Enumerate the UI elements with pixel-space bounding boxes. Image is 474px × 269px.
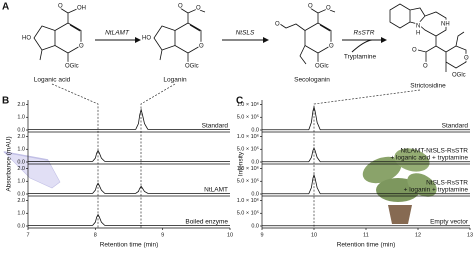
- y-tick-label: 2.0: [17, 134, 25, 140]
- atom: O: [464, 56, 469, 62]
- atom: OH: [77, 6, 86, 12]
- atom: O: [196, 6, 201, 12]
- atom: OGlc: [185, 64, 199, 70]
- y-tick-label: 0.0: [17, 191, 25, 197]
- y-tick-label: 5.0 × 10⁵: [237, 178, 259, 185]
- atom: O: [329, 44, 334, 50]
- compound-name: Secologanin: [294, 77, 330, 84]
- atom: O: [275, 22, 280, 28]
- atom: O: [58, 4, 63, 10]
- panel-label: C: [236, 96, 243, 107]
- y-tick-label: 2.0: [17, 198, 25, 204]
- y-tick-label: 1.0: [17, 211, 25, 217]
- trace-label: + loganic acid + tryptamine: [390, 155, 468, 162]
- trace-label: NtLAMT-NtSLS-RsSTR: [400, 148, 468, 155]
- atom: NH: [441, 22, 450, 28]
- atom: HO: [142, 36, 151, 42]
- compound-name: Strictosidine: [410, 83, 446, 90]
- y-tick-label: 0.0: [17, 127, 25, 133]
- guide-line: [140, 83, 176, 228]
- y-tick-label: 5.0 × 10⁵: [237, 114, 259, 121]
- trace-label: Empty vector: [430, 219, 469, 226]
- y-axis-label: Intensity: [238, 151, 245, 176]
- y-tick-label: 0.0: [251, 127, 259, 133]
- trace: [28, 149, 230, 162]
- atom: O: [423, 64, 428, 70]
- y-axis-label: Absorbance (mAU): [6, 136, 13, 191]
- enzyme-label: RsSTR: [354, 30, 375, 37]
- y-tick-label: 0.0: [251, 223, 259, 229]
- trace-label: Standard: [202, 123, 229, 130]
- atom: OGlc: [315, 64, 329, 70]
- enzyme-label: NtSLS: [236, 30, 255, 37]
- y-tick-label: 1.0 × 10⁶: [237, 197, 259, 204]
- x-axis-label: Retention time (min): [100, 242, 159, 249]
- trace: [262, 146, 470, 163]
- y-tick-label: 2.0: [17, 102, 25, 108]
- trace-label: Standard: [442, 123, 469, 130]
- atom: O: [326, 6, 331, 12]
- trace-label: NtSLS-RsSTR: [426, 180, 468, 187]
- y-tick-label: 5.0 × 10⁵: [237, 210, 259, 217]
- atom: N: [416, 24, 420, 30]
- y-tick-label: 1.0 × 10⁶: [237, 165, 259, 172]
- x-axis-label: Retention time (min): [337, 242, 396, 249]
- cosubstrate-arrow: [351, 39, 373, 53]
- x-tick-label: 12: [415, 232, 421, 238]
- trace: [262, 105, 470, 131]
- trace-label: Boiled enzyme: [185, 219, 228, 226]
- trace: [262, 173, 470, 195]
- atom: O: [308, 4, 313, 10]
- y-tick-label: 2.0: [17, 166, 25, 172]
- y-tick-label: 1.0 × 10⁶: [237, 133, 259, 140]
- atom: O: [199, 44, 204, 50]
- x-tick-label: 10: [227, 232, 233, 238]
- x-tick-label: 7: [26, 232, 29, 238]
- guide-line: [51, 83, 99, 228]
- y-tick-label: 1.0: [17, 115, 25, 121]
- y-tick-label: 1.0: [17, 179, 25, 185]
- enzyme-label: NtLAMT: [105, 30, 130, 37]
- cosubstrate-label: Tryptamine: [344, 54, 377, 61]
- trace-label: NtLAMT: [204, 187, 228, 194]
- atom: OGlc: [452, 73, 466, 79]
- structure-loganic-acid: O OH HO O OGlc: [21, 2, 88, 71]
- atom: HO: [22, 36, 31, 42]
- compound-name: Loganic acid: [34, 77, 71, 84]
- atom: O: [412, 48, 417, 54]
- x-tick-label: 10: [311, 232, 317, 238]
- panel-label: B: [2, 96, 9, 107]
- y-tick-label: 5.0 × 10⁵: [237, 146, 259, 153]
- y-tick-label: 1.0 × 10⁶: [237, 101, 259, 108]
- compound-name: Loganin: [163, 77, 187, 84]
- panel-label: A: [2, 2, 9, 13]
- x-tick-label: 13: [467, 232, 473, 238]
- y-tick-label: 1.0: [17, 147, 25, 153]
- atom: H: [416, 31, 420, 37]
- y-tick-label: 0.0: [17, 159, 25, 165]
- x-tick-label: 9: [260, 232, 263, 238]
- structure-loganin: O O HO O OGlc: [141, 2, 206, 71]
- trace: [28, 213, 230, 226]
- x-tick-label: 9: [161, 232, 164, 238]
- atom: OGlc: [65, 64, 79, 70]
- y-tick-label: 0.0: [17, 223, 25, 229]
- trace: [28, 108, 230, 130]
- x-tick-label: 11: [363, 232, 369, 238]
- structure-secologanin: O O O O OGlc: [274, 2, 336, 71]
- y-tick-label: 0.0: [251, 159, 259, 165]
- y-tick-label: 0.0: [251, 191, 259, 197]
- atom: O: [79, 44, 84, 50]
- atom: O: [178, 4, 183, 10]
- trace-label: + loganin + tryptamine: [404, 187, 469, 194]
- x-tick-label: 8: [94, 232, 97, 238]
- guide-line: [313, 89, 421, 228]
- trace: [28, 182, 230, 194]
- structure-strictosidine: N H NH O O O OGlc: [389, 3, 470, 80]
